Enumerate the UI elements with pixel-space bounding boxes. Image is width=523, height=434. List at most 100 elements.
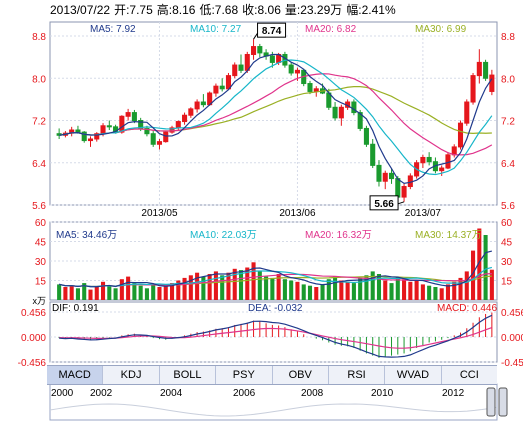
navigator-handle xyxy=(486,387,496,417)
quote-change: 幅:2.41% xyxy=(346,3,396,17)
volume-bar xyxy=(132,283,137,300)
volume-ma5-line xyxy=(59,250,493,288)
candle-body xyxy=(200,101,206,106)
tab-rsi[interactable]: RSI xyxy=(329,366,386,384)
price-ma5-label: MA5: 7.92 xyxy=(90,24,136,35)
price-tick-right: 5.6 xyxy=(501,201,515,212)
tab-wvad[interactable]: WVAD xyxy=(385,366,442,384)
high-marker-label: 8.74 xyxy=(262,26,282,37)
volume-bar xyxy=(195,272,200,300)
quote-close: 收:8.06 xyxy=(242,3,281,17)
tab-boll[interactable]: BOLL xyxy=(160,366,217,384)
volume-bar xyxy=(471,250,476,300)
volume-bar xyxy=(157,287,162,300)
year-label: 2006 xyxy=(233,388,256,399)
volume-bar xyxy=(176,280,181,300)
candle-body xyxy=(94,133,100,140)
volume-bar xyxy=(395,276,400,300)
volume-bar xyxy=(213,271,218,300)
price-tick-right: 7.2 xyxy=(501,117,515,128)
volume-bar xyxy=(376,274,382,300)
price-tick-right: 8.8 xyxy=(501,32,515,43)
volume-bar xyxy=(445,284,451,300)
volume-bar xyxy=(282,279,287,300)
volume-bar xyxy=(207,274,212,300)
candle-body xyxy=(169,127,175,133)
volume-bar xyxy=(489,269,494,300)
macd-tick-right: -0.456 xyxy=(501,358,523,369)
tab-macd[interactable]: MACD xyxy=(47,366,104,384)
candle-body xyxy=(338,106,344,119)
candle-body xyxy=(388,172,395,180)
year-label: 2010 xyxy=(371,388,394,399)
macd-tick-left: 0.456 xyxy=(21,308,46,319)
candle-body xyxy=(363,127,369,145)
volume-bar xyxy=(333,276,338,300)
vol-ma30-label: MA30: 14.37万 xyxy=(415,230,482,241)
candle-body xyxy=(125,112,131,117)
candle-body xyxy=(376,164,382,182)
quote-low: 低:7.68 xyxy=(199,3,239,17)
volume-bar xyxy=(477,228,482,300)
candle-body xyxy=(439,167,445,172)
volume-bar xyxy=(226,272,231,300)
volume-bar xyxy=(408,281,413,300)
volume-bar xyxy=(113,288,118,300)
volume-bar xyxy=(182,277,187,300)
candle-body xyxy=(357,112,363,129)
low-marker-line xyxy=(397,201,405,205)
volume-bar xyxy=(439,288,444,300)
candle-body xyxy=(464,101,470,124)
quote-volume: 量:23.29万 xyxy=(284,3,343,17)
candle-body xyxy=(238,64,244,71)
candle-body xyxy=(313,88,319,92)
candle-body xyxy=(225,75,232,90)
timeline-navigator[interactable]: 2000 2002 2004 2006 2008 2010 2012 xyxy=(47,386,497,416)
candle-body xyxy=(138,120,144,129)
candle-body xyxy=(150,133,156,145)
candle-body xyxy=(175,121,181,129)
candle-body xyxy=(470,75,476,103)
navigator-handle xyxy=(498,387,508,417)
volume-bar xyxy=(370,271,375,300)
tab-psy[interactable]: PSY xyxy=(216,366,273,384)
volume-bar xyxy=(270,277,275,300)
vol-ma5-label: MA5: 34.46万 xyxy=(56,230,118,241)
candle-body xyxy=(457,122,464,148)
volume-bar xyxy=(126,276,131,300)
volume-bar xyxy=(389,283,394,300)
candle-body xyxy=(426,156,432,163)
macd-dea-line xyxy=(59,326,493,349)
tab-cci[interactable]: CCI xyxy=(459,369,479,381)
volume-bar xyxy=(144,288,149,300)
price-ma10-label: MA10: 7.27 xyxy=(190,24,242,35)
volume-bar xyxy=(301,284,306,300)
volume-bar xyxy=(100,281,106,300)
volume-bar xyxy=(63,287,68,300)
price-tick-left: 6.4 xyxy=(32,159,46,170)
candle-body xyxy=(75,129,81,133)
volume-bar xyxy=(82,283,87,300)
tab-obv[interactable]: OBV xyxy=(273,366,329,384)
volume-bar xyxy=(314,287,319,300)
volume-bar xyxy=(326,279,331,300)
volume-bar xyxy=(276,274,281,300)
macd-tick-right: 0.000 xyxy=(501,333,523,344)
price-ma20-label: MA20: 6.82 xyxy=(305,24,357,35)
volume-bar xyxy=(339,280,344,300)
candle-body xyxy=(81,131,87,142)
candle-body xyxy=(188,108,194,116)
candle-body xyxy=(131,112,137,121)
candle-body xyxy=(213,85,219,94)
candle-body xyxy=(420,156,426,164)
candle-body xyxy=(87,138,94,142)
macd-tick-left: -0.456 xyxy=(18,358,47,369)
quote-date: 2013/07/22 xyxy=(50,3,111,17)
volume-bar xyxy=(119,279,124,300)
volume-bar xyxy=(358,277,363,300)
tab-kdj[interactable]: KDJ xyxy=(103,366,160,384)
price-tick-left: 7.2 xyxy=(32,117,46,128)
year-label: 2008 xyxy=(301,388,324,399)
candle-body xyxy=(382,172,388,182)
